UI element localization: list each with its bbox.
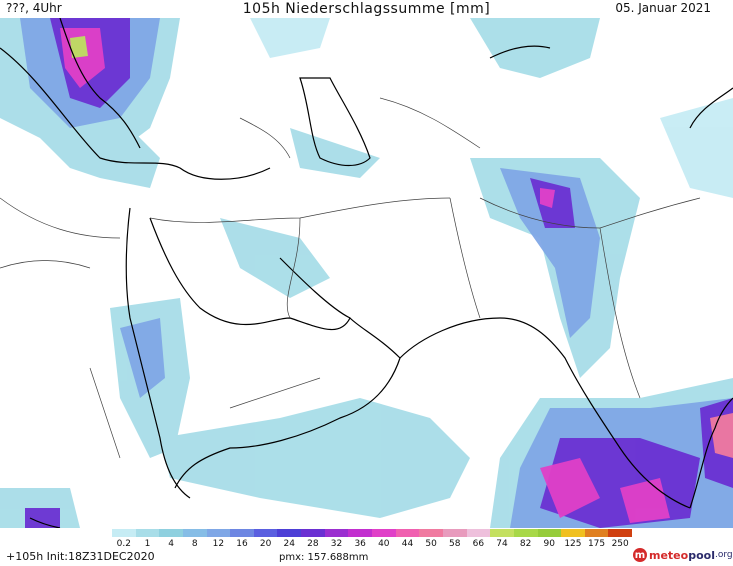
- legend-label: 24: [283, 539, 295, 549]
- legend-label: 175: [587, 539, 606, 549]
- valid-weekday-time: ???, 4Uhr: [6, 1, 62, 15]
- legend-label: 125: [564, 539, 582, 549]
- legend-swatch: [230, 529, 254, 537]
- legend-swatch: [159, 529, 183, 537]
- legend-label: 12: [212, 539, 225, 549]
- legend-swatch: [442, 529, 467, 537]
- legend-swatch: [490, 529, 514, 537]
- precipitation-map: [0, 18, 733, 528]
- legend-swatch: [608, 529, 633, 537]
- forecast-init-label: +105h Init:18Z31DEC2020: [6, 550, 155, 563]
- legend-label: 50: [425, 539, 437, 549]
- legend-swatch: [419, 529, 443, 537]
- legend-label: 0.2: [116, 539, 131, 549]
- brand-text-meteo: meteo: [649, 548, 689, 562]
- coastlines: [0, 18, 733, 528]
- meteopool-logo[interactable]: m meteo pool .org: [633, 547, 733, 563]
- legend-label: 90: [543, 539, 555, 549]
- legend-swatch: [253, 529, 278, 537]
- legend-swatch: [561, 529, 585, 537]
- legend-label: 40: [378, 539, 390, 549]
- legend-label: 16: [236, 539, 248, 549]
- legend-swatch: [277, 529, 302, 537]
- brand-text-org: .org: [714, 550, 733, 560]
- legend-label: 1: [144, 539, 151, 549]
- legend-label: 82: [519, 539, 532, 549]
- legend-label: 8: [191, 539, 198, 549]
- legend-swatch: [584, 529, 609, 537]
- legend-label: 32: [330, 539, 343, 549]
- meteopool-logo-icon: m: [633, 548, 647, 562]
- valid-date: 05. Januar 2021: [615, 1, 711, 15]
- legend-swatch: [206, 529, 231, 537]
- legend-swatch: [395, 529, 420, 537]
- legend-swatch: [182, 529, 207, 537]
- legend-label: 250: [611, 539, 629, 549]
- precipitation-legend: 0.2 1 4 8 12 16 20 24 28 32 36 40 44 50 58 66 74 82 90 125 1…: [112, 529, 633, 553]
- legend-swatch: [324, 529, 349, 537]
- legend-color-bar: [112, 529, 633, 537]
- brand-text-pool: pool: [688, 548, 715, 562]
- legend-swatch: [537, 529, 562, 537]
- legend-label: 4: [168, 539, 174, 549]
- legend-label: 74: [496, 539, 508, 549]
- legend-swatch: [112, 529, 136, 537]
- legend-label: 66: [472, 539, 485, 549]
- legend-swatch: [135, 529, 160, 537]
- country-borders: [0, 97, 701, 459]
- legend-label: 44: [401, 539, 414, 549]
- legend-swatch: [466, 529, 491, 537]
- legend-label: 28: [307, 539, 319, 549]
- legend-label: 36: [354, 539, 366, 549]
- pmx-value: pmx: 157.688mm: [279, 552, 369, 563]
- map-header: ???, 4Uhr 105h Niederschlagssumme [mm] 0…: [0, 0, 733, 18]
- legend-label: 20: [259, 539, 272, 549]
- legend-label: 58: [448, 539, 461, 549]
- legend-labels: 0.2 1 4 8 12 16 20 24 28 32 36 40 44 50 58 66 74 82 90 125 1…: [112, 539, 632, 551]
- legend-swatch: [348, 529, 373, 537]
- legend-swatch: [513, 529, 538, 537]
- map-title: 105h Niederschlagssumme [mm]: [242, 1, 491, 17]
- legend-swatch: [372, 529, 396, 537]
- legend-swatch: [301, 529, 325, 537]
